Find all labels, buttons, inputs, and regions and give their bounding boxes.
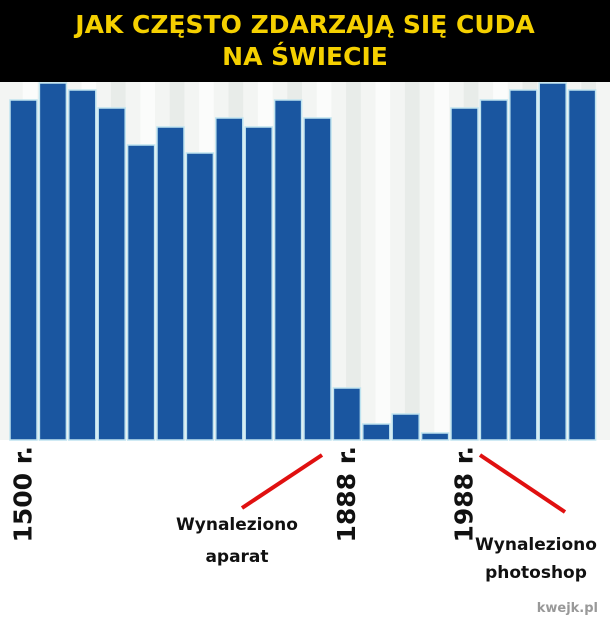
bar xyxy=(215,117,244,441)
bar xyxy=(538,82,567,441)
bar xyxy=(567,89,597,441)
bar xyxy=(479,99,509,441)
annotation: photoshop xyxy=(485,563,587,583)
header xyxy=(0,0,610,82)
bar xyxy=(38,82,68,441)
chart-title: NA ŚWIECIE xyxy=(222,41,388,71)
pointer-line xyxy=(240,453,324,510)
stripe xyxy=(346,82,361,440)
pointer-line xyxy=(478,453,567,514)
bar xyxy=(185,152,215,441)
bar xyxy=(273,99,303,441)
bar xyxy=(391,413,420,441)
bar xyxy=(97,107,126,441)
bar xyxy=(9,99,38,441)
bar xyxy=(362,423,391,441)
stripe xyxy=(404,82,420,440)
stripe xyxy=(375,82,391,440)
bar xyxy=(420,432,450,441)
bar xyxy=(509,89,538,441)
x-tick-label: 1988 r. xyxy=(450,446,479,543)
bar xyxy=(156,126,185,441)
x-tick-label: 1500 r. xyxy=(9,446,38,543)
bar xyxy=(68,89,97,441)
bar xyxy=(126,144,156,441)
annotation: Wynaleziono xyxy=(176,515,298,535)
watermark: kwejk.pl xyxy=(537,601,598,616)
bar xyxy=(244,126,273,441)
bar xyxy=(332,387,362,441)
plot-area xyxy=(0,82,610,441)
bar xyxy=(450,107,479,441)
annotation: Wynaleziono xyxy=(475,535,597,555)
chart-title: JAK CZĘSTO ZDARZAJĄ SIĘ CUDA xyxy=(73,10,535,39)
x-tick-label: 1888 r. xyxy=(332,446,361,543)
annotation: aparat xyxy=(205,547,268,567)
stripe xyxy=(434,82,449,440)
bar xyxy=(303,117,332,441)
